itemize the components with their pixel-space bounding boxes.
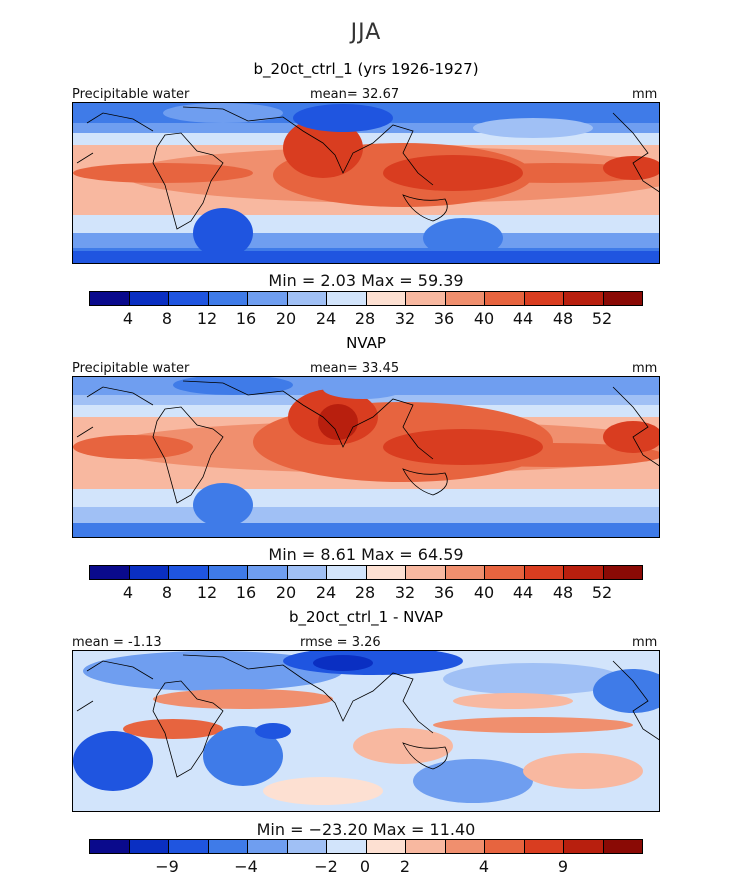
colorbar-tick: 24 [315, 309, 337, 328]
colorbar-tick: 4 [122, 309, 134, 328]
colorbar-tick: 36 [433, 309, 455, 328]
panel-1-unit-label: mm [632, 87, 658, 102]
panel-1-variable-label: Precipitable water [72, 87, 190, 102]
colorbar-swatch [169, 840, 209, 853]
colorbar-tick: −9 [155, 857, 179, 876]
colorbar-tick: 52 [591, 309, 613, 328]
colorbar-swatch [90, 292, 130, 305]
colorbar-tick: 4 [122, 583, 134, 602]
colorbar-tick: 48 [552, 309, 574, 328]
panel-2-colorbar [89, 565, 643, 580]
colorbar-swatch [169, 566, 209, 579]
colorbar-tick: 40 [473, 309, 495, 328]
colorbar-swatch [445, 292, 485, 305]
colorbar-tick: 16 [235, 309, 257, 328]
colorbar-swatch [248, 840, 288, 853]
colorbar-swatch [564, 292, 604, 305]
colorbar-swatch [406, 566, 446, 579]
panel-2-variable-label: Precipitable water [72, 361, 190, 376]
panel-3-rmse-label: rmse = 3.26 [300, 635, 381, 650]
colorbar-swatch [564, 566, 604, 579]
colorbar-swatch [248, 292, 288, 305]
colorbar-swatch [445, 840, 485, 853]
panel-1-min-max: Min = 2.03 Max = 59.39 [268, 271, 464, 290]
colorbar-tick: 40 [473, 583, 495, 602]
colorbar-swatch [129, 566, 169, 579]
colorbar-tick: 28 [354, 309, 376, 328]
colorbar-swatch [406, 292, 446, 305]
colorbar-swatch [524, 840, 564, 853]
colorbar-tick: 0 [359, 857, 371, 876]
colorbar-swatch [564, 840, 604, 853]
colorbar-swatch [366, 566, 406, 579]
colorbar-tick: 48 [552, 583, 574, 602]
colorbar-tick: 16 [235, 583, 257, 602]
colorbar-tick: 44 [512, 309, 534, 328]
colorbar-tick: 9 [557, 857, 569, 876]
colorbar-tick: 8 [161, 583, 173, 602]
panel-3-mean-label: mean = -1.13 [72, 635, 162, 650]
colorbar-swatch [327, 566, 367, 579]
season-title: JJA [350, 20, 382, 45]
colorbar-swatch [485, 292, 525, 305]
panel-3-unit-label: mm [632, 635, 658, 650]
colorbar-swatch [169, 292, 209, 305]
panel-1-title: b_20ct_ctrl_1 (yrs 1926-1927) [253, 60, 479, 78]
colorbar-tick: 20 [275, 583, 297, 602]
colorbar-swatch [208, 566, 248, 579]
colorbar-tick: 36 [433, 583, 455, 602]
colorbar-tick: 32 [394, 583, 416, 602]
colorbar-tick: 32 [394, 309, 416, 328]
colorbar-tick: 12 [196, 309, 218, 328]
colorbar-tick: 4 [478, 857, 490, 876]
colorbar-tick: −4 [234, 857, 258, 876]
panel-2-map [72, 376, 660, 538]
colorbar-swatch [603, 566, 642, 579]
panel-2-unit-label: mm [632, 361, 658, 376]
colorbar-swatch [129, 840, 169, 853]
colorbar-swatch [90, 566, 130, 579]
panel-3-min-max: Min = −23.20 Max = 11.40 [256, 820, 476, 839]
colorbar-tick: −2 [314, 857, 338, 876]
colorbar-swatch [485, 840, 525, 853]
colorbar-swatch [129, 292, 169, 305]
colorbar-tick: 2 [399, 857, 411, 876]
panel-3-title: b_20ct_ctrl_1 - NVAP [288, 608, 444, 626]
colorbar-tick: 44 [512, 583, 534, 602]
panel-2-title: NVAP [346, 334, 386, 352]
panel-1-mean-label: mean= 32.67 [310, 87, 400, 102]
panel-3-map [72, 650, 660, 812]
colorbar-tick: 52 [591, 583, 613, 602]
panel-2-min-max: Min = 8.61 Max = 64.59 [268, 545, 464, 564]
colorbar-swatch [287, 840, 327, 853]
colorbar-tick: 20 [275, 309, 297, 328]
colorbar-swatch [90, 840, 130, 853]
colorbar-swatch [445, 566, 485, 579]
colorbar-tick: 28 [354, 583, 376, 602]
colorbar-swatch [603, 292, 642, 305]
colorbar-swatch [524, 566, 564, 579]
colorbar-swatch [366, 840, 406, 853]
colorbar-swatch [406, 840, 446, 853]
colorbar-swatch [208, 292, 248, 305]
colorbar-swatch [524, 292, 564, 305]
colorbar-tick: 8 [161, 309, 173, 328]
panel-1-map [72, 102, 660, 264]
colorbar-swatch [366, 292, 406, 305]
panel-2-mean-label: mean= 33.45 [310, 361, 400, 376]
colorbar-swatch [287, 292, 327, 305]
colorbar-swatch [327, 292, 367, 305]
panel-1-colorbar [89, 291, 643, 306]
colorbar-tick: 24 [315, 583, 337, 602]
colorbar-tick: 12 [196, 583, 218, 602]
colorbar-swatch [287, 566, 327, 579]
colorbar-swatch [485, 566, 525, 579]
colorbar-swatch [208, 840, 248, 853]
colorbar-swatch [603, 840, 642, 853]
colorbar-swatch [327, 840, 367, 853]
colorbar-swatch [248, 566, 288, 579]
panel-3-colorbar [89, 839, 643, 854]
